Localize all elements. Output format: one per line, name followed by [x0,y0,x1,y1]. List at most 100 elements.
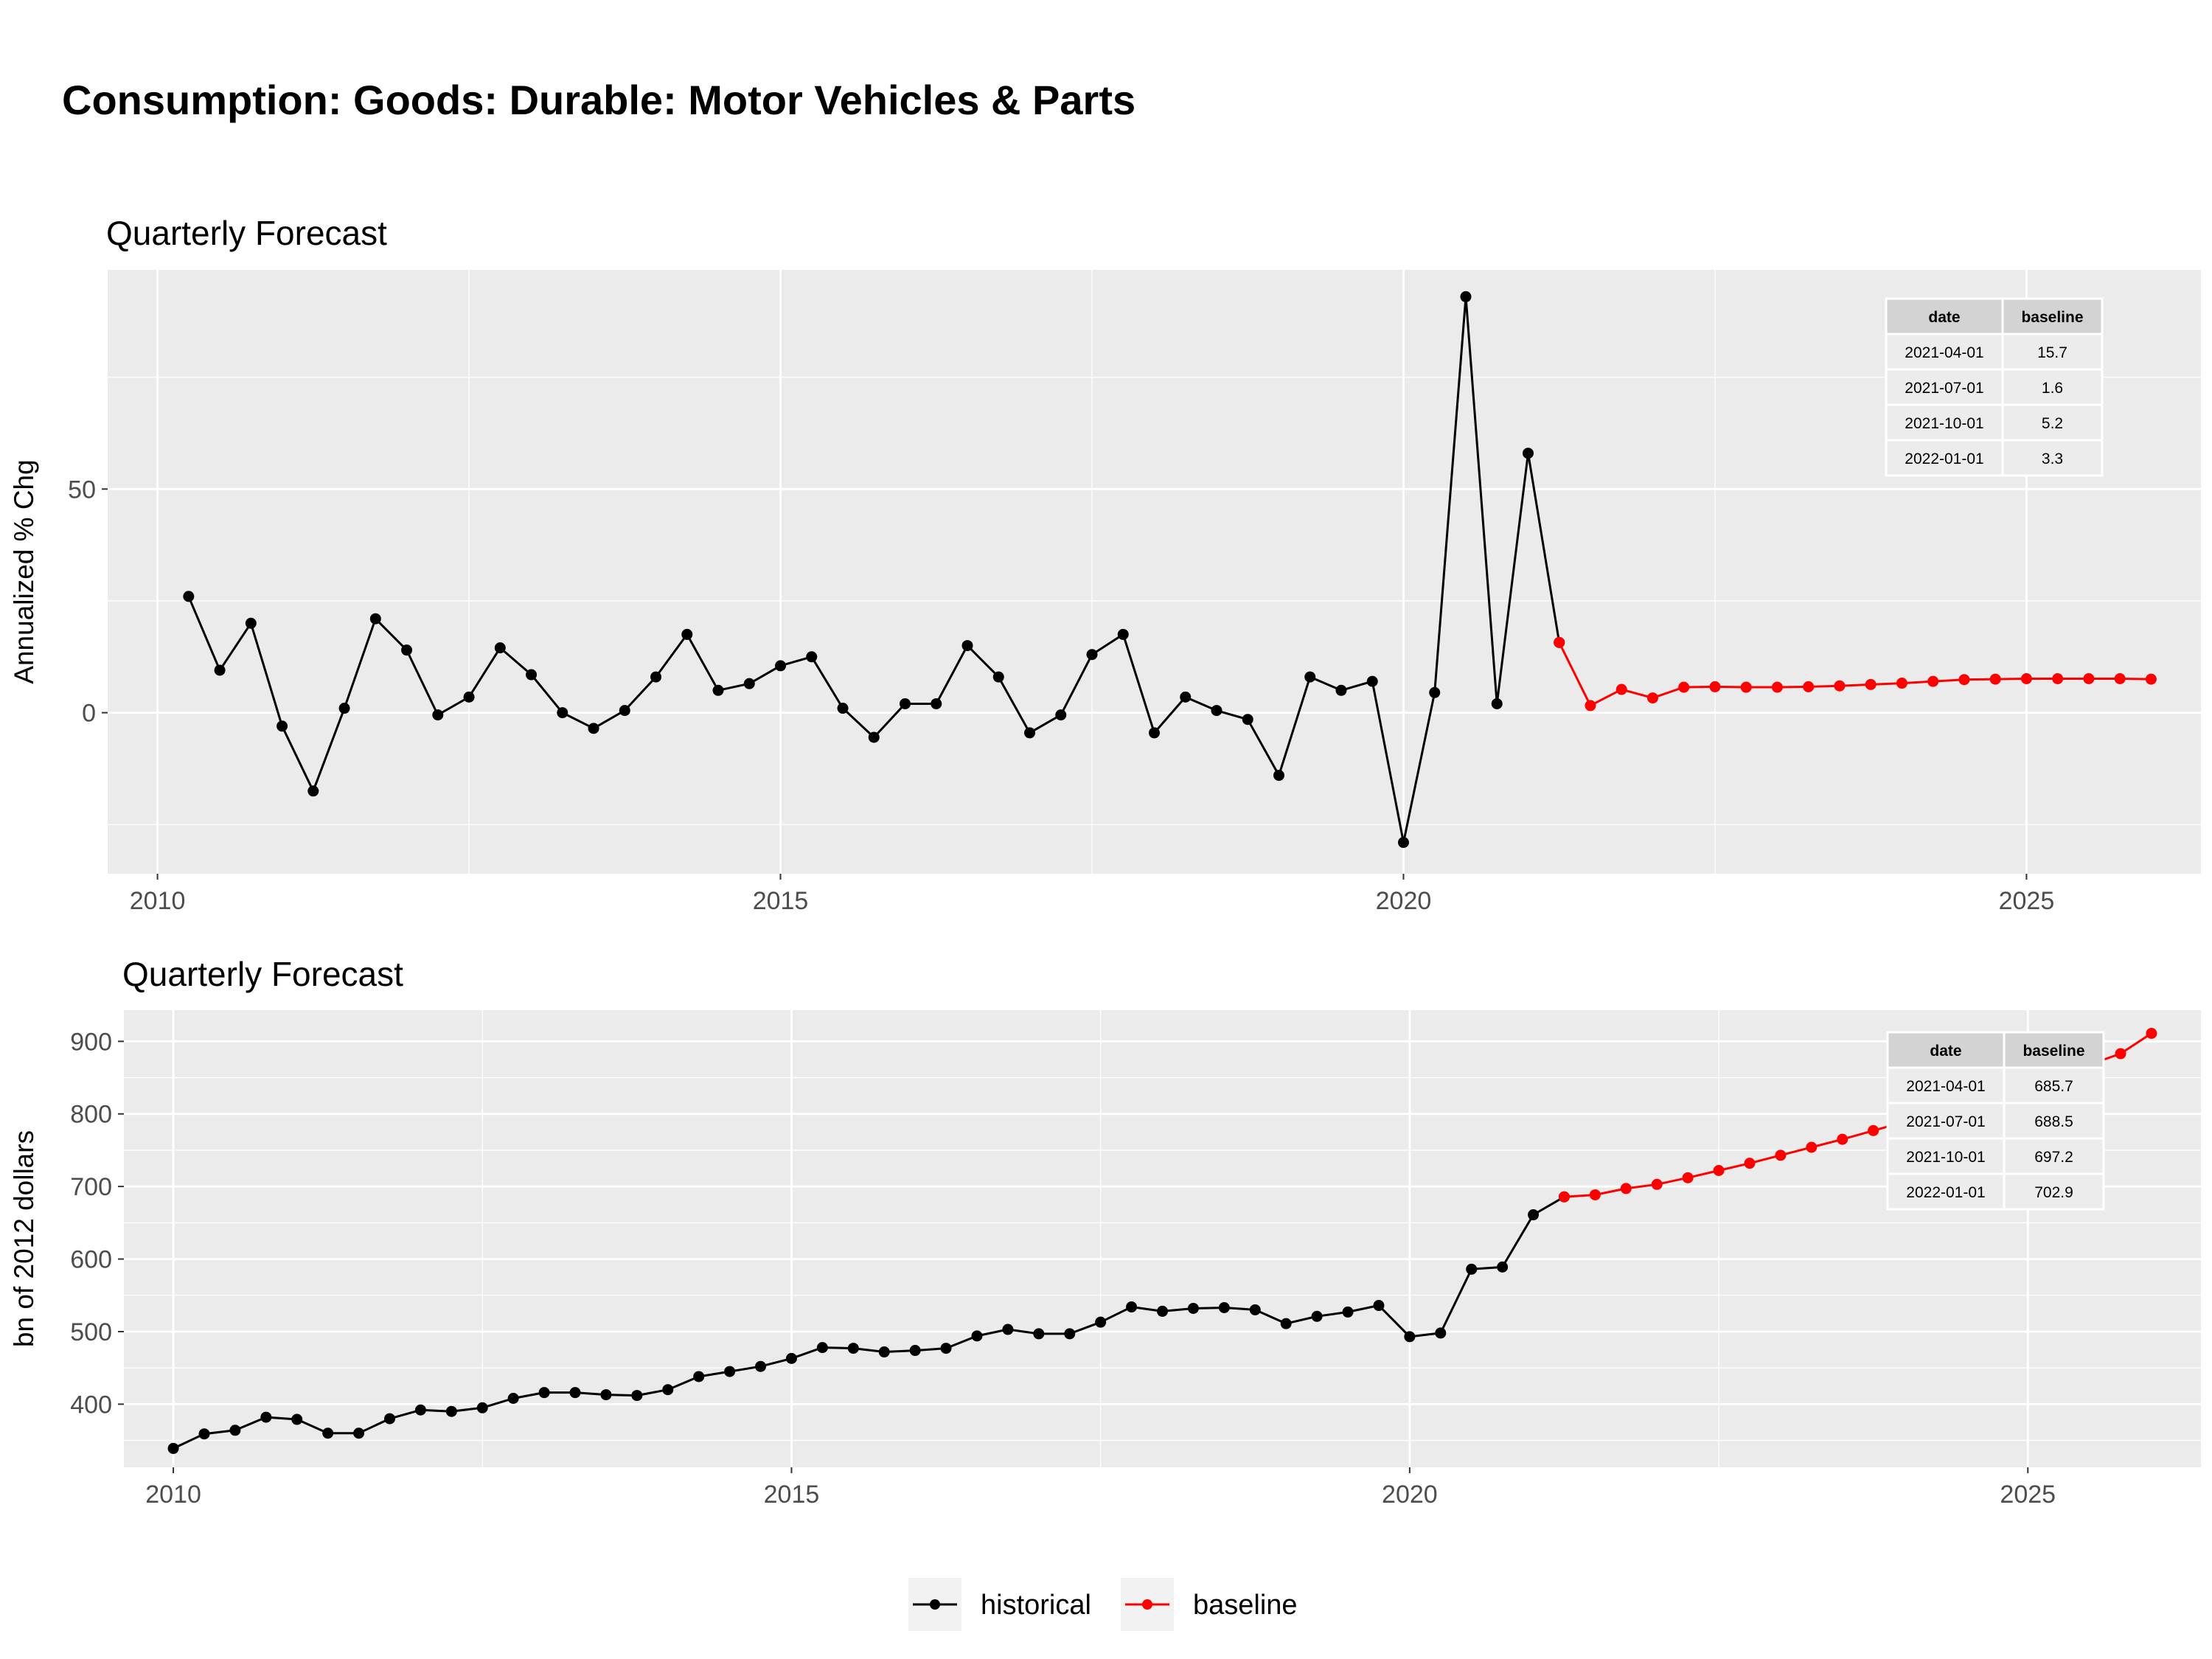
data-point-historical [1342,1306,1354,1318]
table-cell-bg [1886,1172,2006,1211]
data-point-historical [1491,698,1503,709]
data-point-baseline [1803,681,1815,692]
data-point-historical [1429,686,1441,698]
data-point-historical [1117,628,1129,640]
data-point-historical [931,698,942,709]
data-point-historical [214,664,226,676]
data-point-historical [338,703,350,714]
y-tick-label: 50 [68,476,96,504]
table-cell: 685.7 [2034,1078,2073,1095]
data-point-historical [1249,1304,1261,1315]
table-cell: 2021-07-01 [1906,1113,1985,1130]
data-point-baseline [1554,636,1565,648]
x-tick-label: 2020 [1376,887,1432,915]
table-cell: 688.5 [2034,1113,2073,1130]
data-point-historical [1187,1302,1199,1314]
data-point-historical [588,723,599,734]
table-header-cell [2003,1031,2105,1069]
data-point-historical [785,1352,797,1364]
data-point-historical [1497,1261,1509,1273]
data-point-historical [961,640,973,652]
data-point-baseline [1646,692,1658,704]
data-point-historical [1086,649,1098,661]
data-point-historical [183,591,195,602]
data-point-historical [1064,1328,1076,1340]
data-point-historical [1095,1316,1107,1328]
data-point-baseline [1713,1164,1725,1176]
data-point-historical [260,1411,272,1423]
y-tick-label: 500 [70,1318,112,1346]
table-cell: 2021-04-01 [1906,1078,1985,1095]
data-point-baseline [1834,680,1846,692]
data-point-historical [1280,1318,1292,1329]
data-point-historical [414,1404,426,1416]
data-point-baseline [2145,673,2157,685]
x-tick-label: 2025 [1999,887,2055,915]
legend-marker-baseline [1142,1599,1152,1610]
data-point-historical [1335,684,1347,696]
data-point-historical [681,628,693,640]
data-point-historical [1002,1324,1014,1335]
data-point-historical [445,1405,457,1417]
y-tick-label: 900 [70,1028,112,1056]
data-point-historical [743,678,755,689]
panel-1-y-axis-label: Annualized % Chg [9,459,39,684]
data-point-historical [526,669,538,681]
table-cell-bg [1885,403,2004,442]
data-point-historical [940,1343,952,1354]
data-point-historical [1055,709,1067,721]
data-point-historical [291,1413,303,1425]
table-cell: 2021-04-01 [1905,344,1983,361]
data-point-baseline [1620,1183,1632,1194]
data-point-historical [868,731,880,743]
data-point-baseline [1927,675,1939,687]
data-point-baseline [1771,681,1783,693]
data-point-baseline [2114,672,2126,684]
data-point-historical [1242,714,1253,726]
data-point-historical [1435,1327,1447,1339]
table-cell: 1.6 [2042,380,2063,397]
data-point-historical [476,1402,488,1413]
data-point-baseline [1615,684,1627,695]
data-point-historical [1218,1301,1230,1313]
data-point-historical [1366,675,1378,687]
data-point-historical [755,1360,767,1372]
data-point-baseline [2052,672,2064,684]
data-point-historical [816,1342,828,1354]
data-point-baseline [1958,674,1970,686]
data-point-baseline [2020,672,2032,684]
data-point-historical [693,1371,705,1382]
data-point-baseline [1678,681,1690,693]
panel-2-y-axis-label: bn of 2012 dollars [9,1130,39,1347]
data-point-historical [1304,671,1316,683]
data-point-historical [245,617,257,629]
x-tick-label: 2010 [145,1481,201,1509]
data-point-historical [229,1425,241,1436]
figure-title: Consumption: Goods: Durable: Motor Vehic… [62,77,1135,123]
data-point-baseline [1837,1133,1848,1145]
data-point-historical [1157,1305,1168,1317]
data-point-baseline [1682,1172,1694,1183]
data-point-historical [1024,727,1036,739]
data-point-historical [878,1346,890,1358]
data-point-historical [307,785,319,797]
table-cell: 2021-10-01 [1905,415,1983,432]
data-point-historical [650,671,662,683]
data-point-historical [806,651,818,663]
data-point-historical [971,1330,983,1342]
data-point-historical [463,691,475,703]
data-point-historical [322,1427,334,1439]
table-header: baseline [2023,1043,2084,1060]
data-point-historical [369,613,381,625]
data-point-historical [600,1389,612,1401]
panel-2-axes: 2010 2015 2020 2025 400 500 600 700 800 900 [70,1028,2056,1509]
table-cell: 2021-07-01 [1905,380,1983,397]
chart-panel-1: Quarterly Forecast date baseline 2021-04-0… [9,214,2201,915]
x-tick-label: 2025 [2000,1481,2056,1509]
data-point-historical [1373,1300,1385,1312]
table-cell: 702.9 [2034,1184,2073,1201]
y-tick-label: 0 [82,700,96,728]
data-point-historical [847,1343,859,1354]
data-point-historical [167,1442,179,1454]
x-tick-label: 2010 [130,887,186,915]
